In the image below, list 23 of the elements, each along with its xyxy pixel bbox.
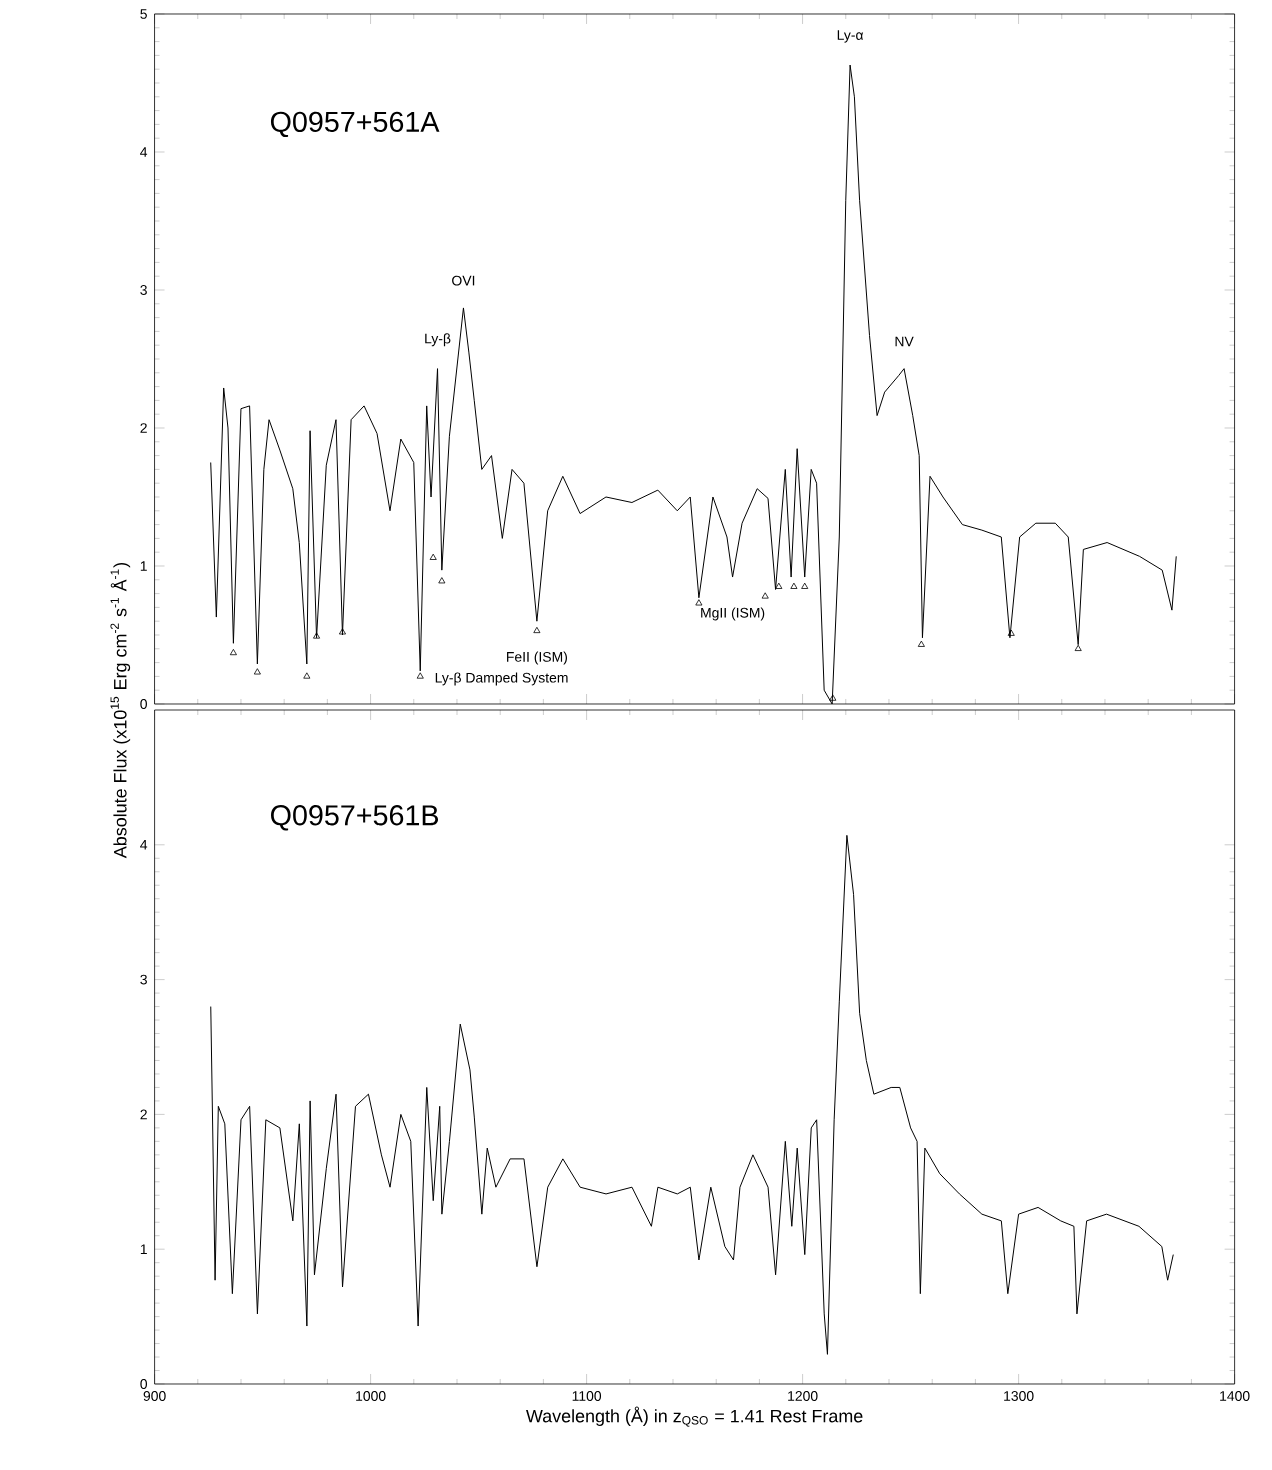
x-axis-title: Wavelength (Å) in z$_{QSO}$ = 1.41 Rest Frame (525, 1406, 863, 1427)
point (800, 582, 808, 589)
point (253, 668, 261, 675)
point (303, 672, 311, 679)
point (312, 632, 320, 639)
point (338, 628, 346, 635)
point (829, 694, 837, 701)
point (917, 640, 925, 647)
point (229, 648, 237, 656)
text: Q0957+561B (270, 805, 438, 831)
point (533, 626, 541, 634)
point (429, 553, 437, 560)
text: Absolute Flux (x10$^{15}$ Erg cm$^{-2}$ s$^{-1}$ Å$^{-1}$) (110, 562, 130, 859)
text: Q0957+561A (270, 111, 440, 138)
point (1074, 644, 1082, 651)
point (1007, 629, 1015, 636)
point (416, 672, 424, 679)
point (438, 577, 446, 584)
point (775, 582, 783, 589)
point (790, 582, 798, 589)
point (695, 599, 703, 606)
point (761, 592, 769, 599)
line-series (209, 834, 1174, 1355)
